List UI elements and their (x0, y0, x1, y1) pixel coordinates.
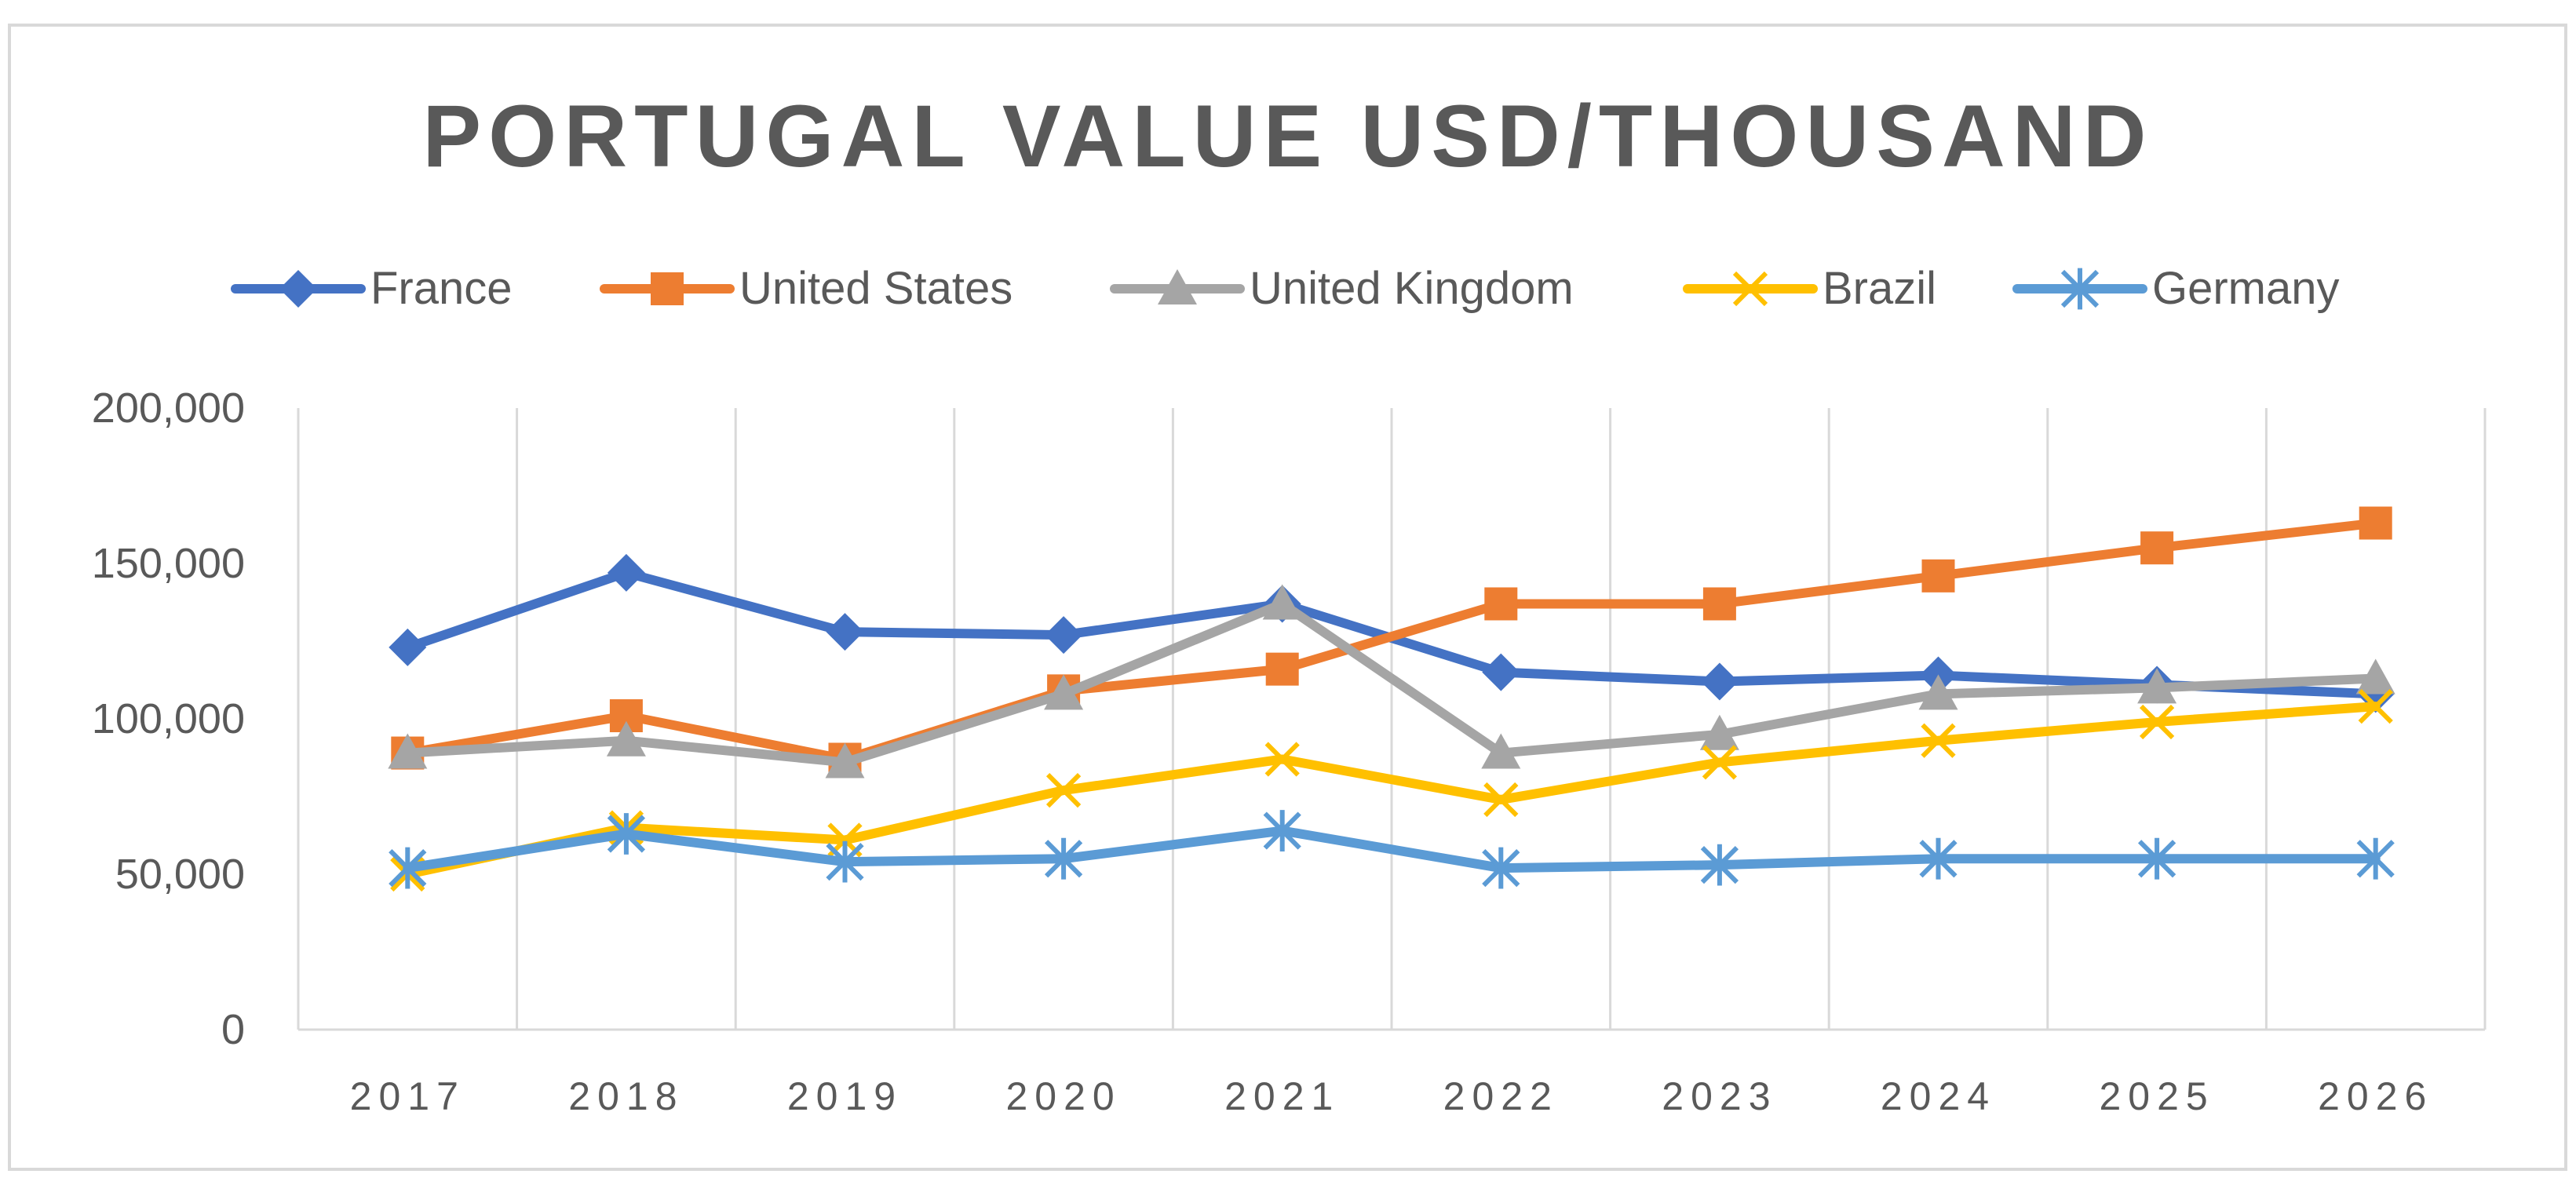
data-point-germany (1919, 837, 1958, 880)
x-tick-label: 2021 (1224, 1074, 1340, 1118)
x-tick-label: 2020 (1005, 1074, 1121, 1118)
y-tick-label: 0 (221, 1006, 245, 1053)
y-tick-label: 200,000 (92, 385, 245, 432)
data-point-united-kingdom (2355, 658, 2395, 695)
legend-marker-brazil (1732, 271, 1768, 307)
x-tick-label: 2022 (1443, 1074, 1559, 1118)
x-tick-label: 2019 (787, 1074, 903, 1118)
data-point-germany (389, 847, 427, 889)
data-point-united-states (1702, 587, 1736, 621)
series-line-united-kingdom (403, 599, 2381, 768)
data-point-brazil (1264, 742, 1300, 777)
data-point-germany (826, 840, 864, 883)
data-point-germany (1263, 810, 1301, 851)
x-tick-label: 2017 (350, 1074, 465, 1118)
data-point-germany (1044, 837, 1083, 880)
x-tick-label: 2018 (568, 1074, 684, 1118)
data-point-united-kingdom (1699, 714, 1739, 750)
legend-marker-united-kingdom (1158, 269, 1197, 304)
data-point-united-states (2359, 506, 2392, 540)
data-point-germany (607, 813, 646, 855)
data-point-brazil (2358, 689, 2393, 724)
data-point-france (1700, 662, 1739, 701)
data-point-brazil (1702, 745, 1738, 780)
data-point-united-kingdom (825, 742, 865, 778)
legend-item-brazil: Brazil (1683, 263, 1936, 314)
series-germany (389, 810, 2395, 889)
x-tick-label: 2023 (1662, 1074, 1777, 1118)
series-group (388, 506, 2395, 892)
data-point-brazil (1045, 772, 1082, 808)
y-tick-label: 50,000 (115, 851, 245, 898)
legend-item-united-kingdom: United Kingdom (1110, 263, 1574, 314)
legend-label-france: France (370, 263, 513, 314)
legend-item-united-states: United States (600, 263, 1013, 314)
data-point-united-kingdom (1262, 584, 1302, 620)
series-united-kingdom (388, 584, 2395, 778)
y-axis-tick-labels: 0 50,000 100,000 150,000 200,000 (92, 385, 245, 1053)
chart-title: PORTUGAL VALUE USD/THOUSAND (422, 87, 2153, 185)
data-point-united-states (1921, 559, 1955, 592)
data-point-united-kingdom (1044, 674, 1084, 710)
legend-label-brazil: Brazil (1823, 263, 1936, 314)
data-point-united-states (1484, 587, 1518, 621)
legend-item-france: France (231, 263, 513, 314)
data-point-france (389, 628, 427, 666)
data-point-france (1045, 616, 1083, 654)
legend-item-germany: Germany (2012, 263, 2340, 314)
legend-marker-france (279, 270, 317, 308)
data-point-germany (2137, 837, 2176, 880)
x-axis-tick-labels: 2017 2018 2019 2020 2021 2022 2023 2024 2025 2026 (350, 1074, 2433, 1118)
data-point-france (1482, 653, 1520, 691)
x-tick-label: 2026 (2318, 1074, 2433, 1118)
legend-marker-germany (2060, 268, 2100, 310)
legend-label-united-kingdom: United Kingdom (1250, 263, 1574, 314)
x-tick-label: 2024 (1881, 1074, 1996, 1118)
data-point-germany (1482, 847, 1520, 889)
data-point-brazil (1483, 782, 1519, 818)
data-point-united-states (1265, 652, 1299, 686)
data-point-united-kingdom (1918, 674, 1958, 710)
series-line-brazil (403, 702, 2381, 879)
data-point-brazil (1921, 723, 1956, 758)
data-point-germany (2356, 837, 2395, 880)
data-point-united-states (2140, 531, 2174, 565)
series-line-germany (403, 826, 2381, 873)
data-point-united-kingdom (1481, 733, 1521, 769)
y-tick-label: 100,000 (92, 695, 245, 742)
y-tick-label: 150,000 (92, 540, 245, 587)
series-line-united-states (403, 518, 2381, 764)
legend: France United States United Kingdom Brazil G… (231, 263, 2340, 314)
data-point-united-kingdom (388, 733, 428, 769)
data-point-france (607, 553, 645, 592)
legend-marker-united-states (651, 272, 684, 305)
data-point-united-kingdom (2137, 668, 2177, 704)
data-point-france (826, 613, 864, 651)
legend-label-germany: Germany (2152, 263, 2340, 314)
data-point-brazil (2139, 704, 2175, 740)
x-tick-label: 2025 (2099, 1074, 2214, 1118)
data-point-germany (1700, 844, 1739, 886)
legend-label-united-states: United States (739, 263, 1013, 314)
data-point-united-kingdom (606, 720, 646, 757)
